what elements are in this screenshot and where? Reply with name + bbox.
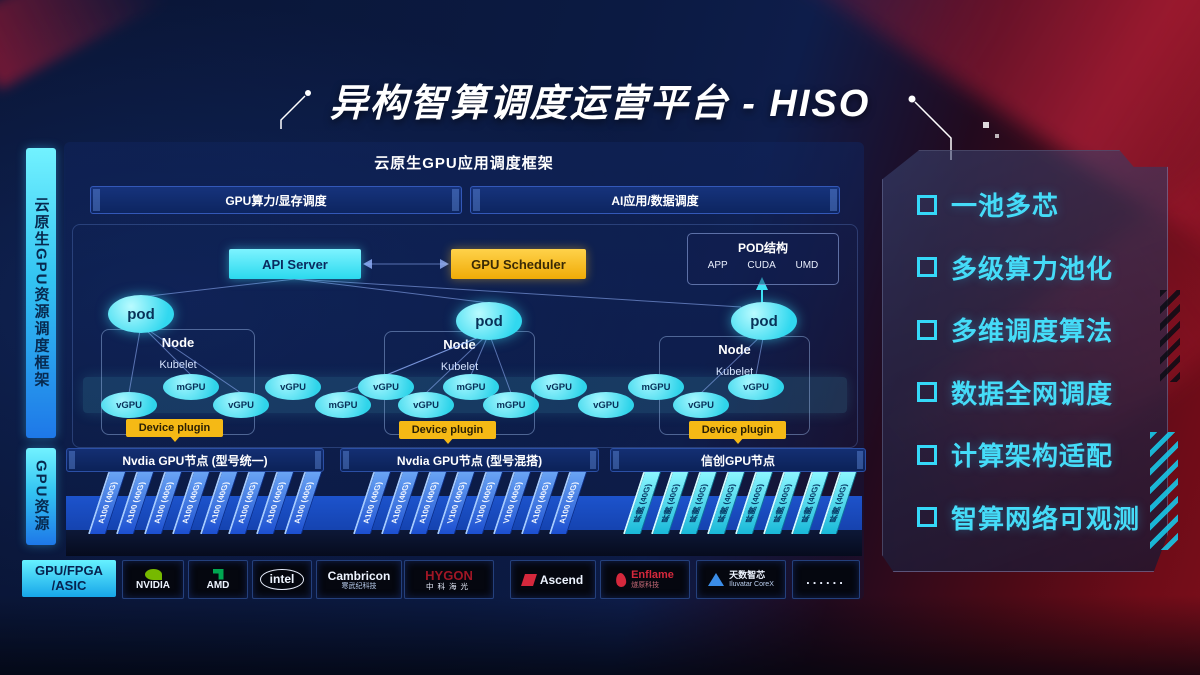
vendor-tile-hygon: HYGON 中科海光: [404, 560, 494, 599]
api-server-box: API Server: [229, 249, 361, 279]
vendor-tile-cambricon: Cambricon 寒武纪科技: [316, 560, 402, 599]
pod-structure-item: UMD: [795, 260, 819, 271]
vendor-name: Ascend: [539, 572, 584, 587]
node-type-bar-nvidia-uniform: Nvdia GPU节点 (型号统一): [66, 448, 324, 472]
checkbox-bullet-icon: [917, 444, 937, 465]
checkbox-bullet-icon: [917, 319, 937, 340]
feature-label: 一池多芯: [951, 191, 1060, 222]
node-type-bar-xinchuang: 信创GPU节点: [610, 448, 866, 472]
vendor-subname: 燧原科技: [631, 582, 660, 589]
gpu-slice: vGPU: [531, 374, 587, 400]
device-plugin-label-3: Device plugin: [689, 421, 786, 444]
vendor-name: 天数智芯: [729, 570, 766, 580]
node-box-1: Node Kubelet: [101, 329, 255, 435]
pod-ellipse-1: pod: [108, 295, 174, 333]
enflame-logo-icon: [615, 571, 628, 588]
lane-ai-data: AI应用/数据调度: [470, 186, 840, 214]
background-shade: [0, 595, 1200, 675]
hardware-label-line1: GPU/FPGA: [35, 562, 103, 578]
rail-label: 云原生GPU资源调度框架: [32, 197, 50, 389]
feature-item: 计算架构适配: [917, 436, 1167, 473]
gpu-slice: mGPU: [483, 392, 539, 418]
hardware-category-label: GPU/FPGA /ASIC: [22, 560, 116, 597]
vendor-name: HYGON: [425, 567, 473, 583]
feature-label: 计算架构适配: [951, 441, 1114, 472]
gpu-slice: vGPU: [398, 392, 454, 418]
more-vendors-ellipsis: ......: [806, 572, 846, 587]
feature-item: 智算网络可观测: [917, 499, 1167, 536]
gpu-slice: mGPU: [163, 374, 219, 400]
gpu-slice: vGPU: [728, 374, 784, 400]
vendor-tile-amd: AMD: [188, 560, 248, 599]
rail-gpu-resources: GPU资源: [26, 448, 56, 545]
iluvatar-logo-icon: [708, 573, 725, 586]
gpu-slice: vGPU: [213, 392, 269, 418]
pod-structure-items: APP CUDA UMD: [688, 260, 838, 271]
page-title-wrap: 异构智算调度运营平台 - HISO: [0, 72, 1200, 127]
vendor-name: AMD: [206, 579, 230, 591]
lane-gpu-compute: GPU算力/显存调度: [90, 186, 462, 214]
gpu-slice: vGPU: [673, 392, 729, 418]
feature-item: 一池多芯: [917, 186, 1167, 223]
pod-structure-box: POD结构 APP CUDA UMD: [687, 233, 839, 285]
rail-cloud-native-framework: 云原生GPU资源调度框架: [26, 148, 56, 438]
feature-label: 多维调度算法: [951, 316, 1114, 347]
circuit-decoration-left: [280, 90, 311, 129]
feature-label: 多级算力池化: [951, 253, 1114, 284]
pod-ellipse-2: pod: [456, 302, 522, 340]
gpu-scheduler-box: GPU Scheduler: [451, 249, 586, 279]
vendor-tile-nvidia: NVIDIA: [122, 560, 184, 599]
device-plugin-label-2: Device plugin: [399, 421, 496, 444]
feature-label: 数据全网调度: [951, 378, 1114, 409]
checkbox-bullet-icon: [917, 257, 937, 278]
vendor-subname: Iluvatar CoreX: [729, 581, 774, 588]
vendor-tile-iluvatar: 天数智芯 Iluvatar CoreX: [696, 560, 786, 599]
pod-structure-item: CUDA: [747, 260, 776, 271]
hardware-label-line2: /ASIC: [51, 577, 87, 593]
amd-logo-icon: [212, 568, 224, 580]
k8s-framework: Node Kubelet Node Kubelet Node Kubelet: [72, 224, 858, 448]
vendor-subname: 寒武纪科技: [341, 582, 377, 590]
pod-ellipse-3: pod: [731, 302, 797, 340]
checkbox-bullet-icon: [917, 382, 937, 403]
gpu-slice: vGPU: [265, 374, 321, 400]
page-title: 异构智算调度运营平台 - HISO: [329, 83, 871, 125]
checkbox-bullet-icon: [917, 194, 937, 215]
feature-label: 智算网络可观测: [951, 503, 1141, 534]
node-type-bar-nvidia-mixed: Nvdia GPU节点 (型号混搭): [340, 448, 599, 472]
vendor-tile-ascend: Ascend: [510, 560, 596, 599]
scheduler-diagram: 云原生GPU应用调度框架 GPU算力/显存调度 AI应用/数据调度 Node K…: [64, 142, 866, 600]
diagram-header: 云原生GPU应用调度框架: [374, 155, 554, 172]
checkbox-bullet-icon: [917, 507, 937, 528]
features-panel: 一池多芯 多级算力池化 多维调度算法 数据全网调度 计算架构适配 智算网络可观测: [882, 150, 1168, 572]
vendor-name: Enflame: [631, 569, 674, 581]
vendor-name: Cambricon: [327, 568, 391, 583]
device-plugin-label-1: Device plugin: [126, 419, 223, 442]
kubelet-label: Kubelet: [159, 359, 197, 371]
pod-structure-title: POD结构: [737, 241, 788, 255]
nvidia-logo-icon: [144, 568, 162, 580]
feature-item: 多维调度算法: [917, 311, 1167, 348]
vendor-tile-intel: intel: [252, 560, 312, 599]
node-title: Node: [161, 335, 195, 350]
vendor-tile-more: ......: [792, 560, 860, 599]
gpu-slice: vGPU: [101, 392, 157, 418]
vendor-name: NVIDIA: [136, 579, 170, 591]
vendor-subname: 中科海光: [426, 581, 472, 591]
rail-label: GPU资源: [32, 460, 50, 533]
gpu-slice: mGPU: [315, 392, 371, 418]
intel-logo-icon: intel: [259, 569, 305, 590]
ascend-logo-icon: [520, 573, 537, 586]
vendor-tile-enflame: Enflame 燧原科技: [600, 560, 690, 599]
gpu-card-floor: [66, 530, 862, 556]
feature-item: 数据全网调度: [917, 374, 1167, 411]
pod-structure-item: APP: [707, 260, 728, 271]
feature-item: 多级算力池化: [917, 249, 1167, 286]
gpu-slice: vGPU: [578, 392, 634, 418]
gpu-slice: mGPU: [628, 374, 684, 400]
